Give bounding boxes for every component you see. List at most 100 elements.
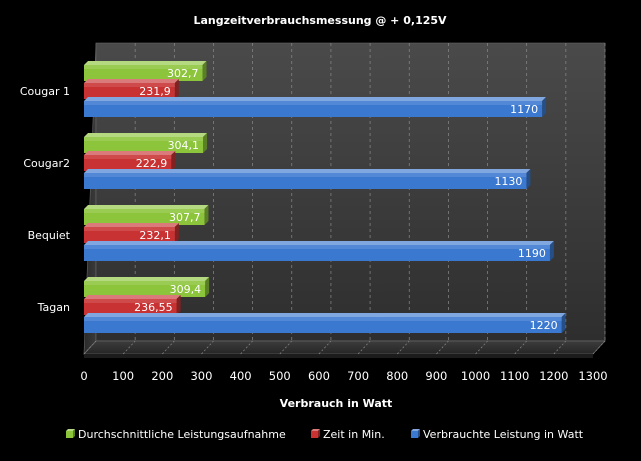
x-tick-1000: 1000	[461, 369, 490, 383]
floor-gridline-0	[83, 340, 97, 355]
bar-end-face	[204, 205, 209, 225]
data-label-cougar2-verbrauchte-leistung-in-watt: 1130	[494, 175, 522, 188]
floor-gridline-300	[201, 340, 214, 355]
x-tick-100: 100	[112, 369, 134, 383]
legend-swatch	[411, 431, 418, 438]
bar-bequiet-zeit-in-min: 232,1	[84, 223, 179, 243]
bar-highlight	[84, 317, 562, 321]
legend-item-verbrauchte-leistung-in-watt: Verbrauchte Leistung in Watt	[411, 428, 584, 441]
bar-tagan-verbrauchte-leistung-in-watt: 1220	[84, 313, 566, 333]
legend-label: Durchschnittliche Leistungsaufnahme	[78, 428, 286, 441]
bar-highlight	[84, 173, 527, 177]
bar-cougar2-zeit-in-min: 222,9	[84, 151, 176, 171]
data-label-bequiet-verbrauchte-leistung-in-watt: 1190	[518, 247, 546, 260]
bar-highlight	[84, 83, 175, 87]
data-label-bequiet-zeit-in-min: 232,1	[139, 229, 171, 242]
floor-gridline-500	[279, 340, 293, 355]
bar-end-face	[561, 313, 566, 333]
category-label-cougar2: Cougar2	[23, 157, 70, 170]
legend-item-durchschnittliche-leistungsaufnahme: Durchschnittliche Leistungsaufnahme	[66, 428, 286, 441]
bar-end-face	[174, 79, 179, 99]
x-tick-200: 200	[151, 369, 173, 383]
floor-gridline-1200	[553, 340, 567, 355]
x-tick-0: 0	[80, 369, 87, 383]
legend-label: Zeit in Min.	[323, 428, 385, 441]
bar-top-face	[84, 205, 209, 209]
bar-end-face	[526, 169, 531, 189]
plot-floor	[83, 340, 606, 355]
category-label-tagan: Tagan	[37, 301, 70, 314]
bar-highlight	[84, 281, 206, 285]
bar-top-face	[84, 169, 531, 173]
data-label-cougar2-zeit-in-min: 222,9	[136, 157, 168, 170]
bar-top-face	[84, 151, 176, 155]
data-label-bequiet-durchschnittliche-leistungsaufnahme: 307,7	[169, 211, 201, 224]
data-label-cougar-1-zeit-in-min: 231,9	[139, 85, 171, 98]
chart-title: Langzeitverbrauchsmessung @ + 0,125V	[193, 14, 447, 27]
bar-highlight	[84, 209, 205, 213]
bar-tagan-zeit-in-min: 236,55	[84, 295, 181, 315]
bar-top-face	[84, 295, 181, 299]
legend-swatch	[311, 431, 318, 438]
bar-end-face	[174, 223, 179, 243]
legend-label: Verbrauchte Leistung in Watt	[423, 428, 584, 441]
bar-cougar-1-verbrauchte-leistung-in-watt: 1170	[84, 97, 547, 117]
floor-gridline-800	[396, 340, 410, 355]
bar-top-face	[84, 223, 179, 227]
bar-end-face	[549, 241, 554, 261]
bar-end-face	[203, 133, 208, 153]
bar-cougar2-verbrauchte-leistung-in-watt: 1130	[84, 169, 531, 189]
legend-swatch-top	[66, 429, 75, 431]
x-axis-title: Verbrauch in Watt	[280, 397, 393, 410]
bar-top-face	[84, 241, 554, 245]
floor-gridline-1300	[592, 340, 606, 355]
x-tick-900: 900	[425, 369, 447, 383]
data-label-tagan-durchschnittliche-leistungsaufnahme: 309,4	[170, 283, 202, 296]
bar-highlight	[84, 101, 543, 105]
legend-item-zeit-in-min: Zeit in Min.	[311, 428, 385, 441]
bar-top-face	[84, 61, 207, 65]
bar-cougar-1-zeit-in-min: 231,9	[84, 79, 179, 99]
floor-gridline-400	[240, 340, 253, 355]
floor-gridline-900	[436, 340, 449, 355]
bar-end-face	[171, 151, 176, 171]
bar-highlight	[84, 137, 204, 141]
bar-end-face	[176, 295, 181, 315]
legend-swatch-side	[418, 429, 420, 438]
bar-highlight	[84, 299, 177, 303]
x-tick-600: 600	[308, 369, 330, 383]
bar-bequiet-verbrauchte-leistung-in-watt: 1190	[84, 241, 554, 261]
data-label-cougar-1-verbrauchte-leistung-in-watt: 1170	[510, 103, 538, 116]
data-label-cougar2-durchschnittliche-leistungsaufnahme: 304,1	[168, 139, 200, 152]
legend: Durchschnittliche Leistungsaufnahme Zeit …	[66, 428, 584, 441]
data-label-tagan-zeit-in-min: 236,55	[134, 301, 173, 314]
category-label-bequiet: Bequiet	[28, 229, 71, 242]
bar-highlight	[84, 155, 172, 159]
x-tick-500: 500	[269, 369, 291, 383]
bar-highlight	[84, 65, 203, 69]
legend-swatch-top	[311, 429, 320, 431]
bar-highlight	[84, 227, 175, 231]
category-labels: Cougar 1 Cougar2 Bequiet Tagan	[20, 85, 71, 314]
x-tick-1100: 1100	[500, 369, 529, 383]
x-tick-1300: 1300	[578, 369, 607, 383]
bar-top-face	[84, 277, 210, 281]
bar-end-face	[205, 277, 210, 297]
floor-gridline-700	[357, 340, 371, 355]
bar-cougar-1-durchschnittliche-leistungsaufnahme: 302,7	[84, 61, 207, 81]
x-tick-300: 300	[190, 369, 212, 383]
legend-swatch-top	[411, 429, 420, 431]
bar-cougar2-durchschnittliche-leistungsaufnahme: 304,1	[84, 133, 208, 153]
floor-gridline-600	[318, 340, 332, 355]
floor-gridline-100	[122, 340, 136, 355]
category-label-cougar-1: Cougar 1	[20, 85, 70, 98]
bar-top-face	[84, 79, 179, 83]
bar-bequiet-durchschnittliche-leistungsaufnahme: 307,7	[84, 205, 209, 225]
bar-top-face	[84, 133, 208, 137]
bar-tagan-durchschnittliche-leistungsaufnahme: 309,4	[84, 277, 210, 297]
bar-end-face	[202, 61, 207, 81]
data-label-cougar-1-durchschnittliche-leistungsaufnahme: 302,7	[167, 67, 199, 80]
